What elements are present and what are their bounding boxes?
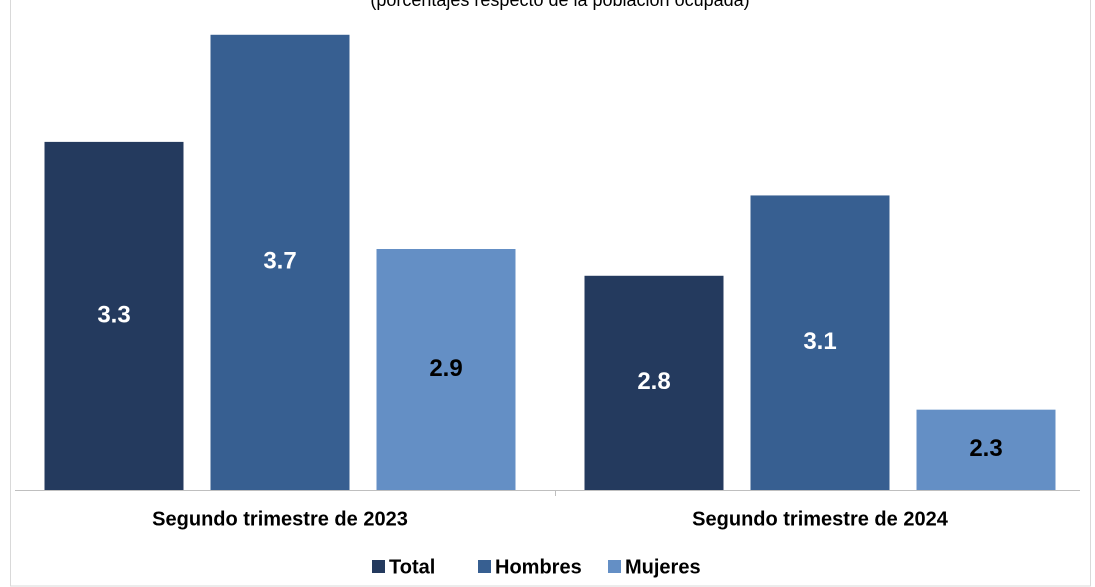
data-label: 2.9 — [429, 355, 462, 382]
data-label: 2.3 — [969, 435, 1002, 462]
legend-label: Hombres — [495, 556, 582, 578]
data-label: 2.8 — [637, 368, 670, 395]
data-label: 3.7 — [263, 248, 296, 275]
bar — [210, 34, 350, 491]
legend-swatch — [372, 560, 385, 573]
legend-label: Total — [389, 556, 435, 578]
legend-label: Mujeres — [625, 556, 701, 578]
bar — [376, 249, 516, 490]
x-tick-label: Segundo trimestre de 2024 — [692, 508, 949, 530]
x-tick-label: Segundo trimestre de 2023 — [152, 508, 408, 530]
chart-frame — [10, 0, 1091, 587]
legend-swatch — [608, 560, 621, 573]
bar — [916, 409, 1056, 490]
bar — [750, 195, 890, 490]
data-label: 3.3 — [97, 301, 130, 328]
legend-swatch — [478, 560, 491, 573]
bar — [584, 275, 724, 490]
chart-subtitle: (porcentajes respecto de la población oc… — [370, 0, 749, 10]
data-label: 3.1 — [803, 328, 836, 355]
bar — [44, 141, 184, 490]
